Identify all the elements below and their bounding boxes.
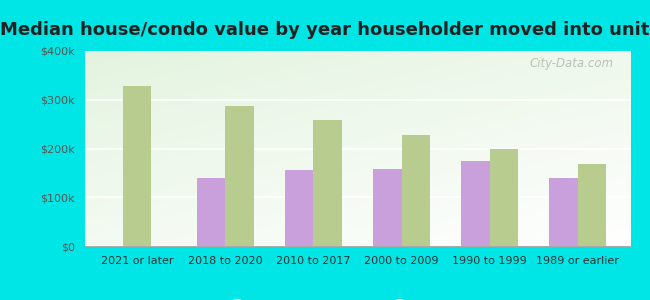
Text: Median house/condo value by year householder moved into unit: Median house/condo value by year househo… (0, 21, 650, 39)
Bar (313, 120, 342, 246)
Bar (285, 170, 313, 246)
Bar (373, 169, 402, 246)
Bar (226, 106, 254, 246)
Bar (549, 178, 578, 246)
Bar (402, 135, 430, 246)
Text: City-Data.com: City-Data.com (530, 57, 614, 70)
Bar (124, 86, 151, 246)
Legend: New Johnsonville, Tennessee: New Johnsonville, Tennessee (220, 295, 495, 300)
Bar (578, 164, 606, 246)
Bar (462, 161, 489, 246)
Bar (489, 148, 518, 246)
Bar (197, 178, 226, 246)
